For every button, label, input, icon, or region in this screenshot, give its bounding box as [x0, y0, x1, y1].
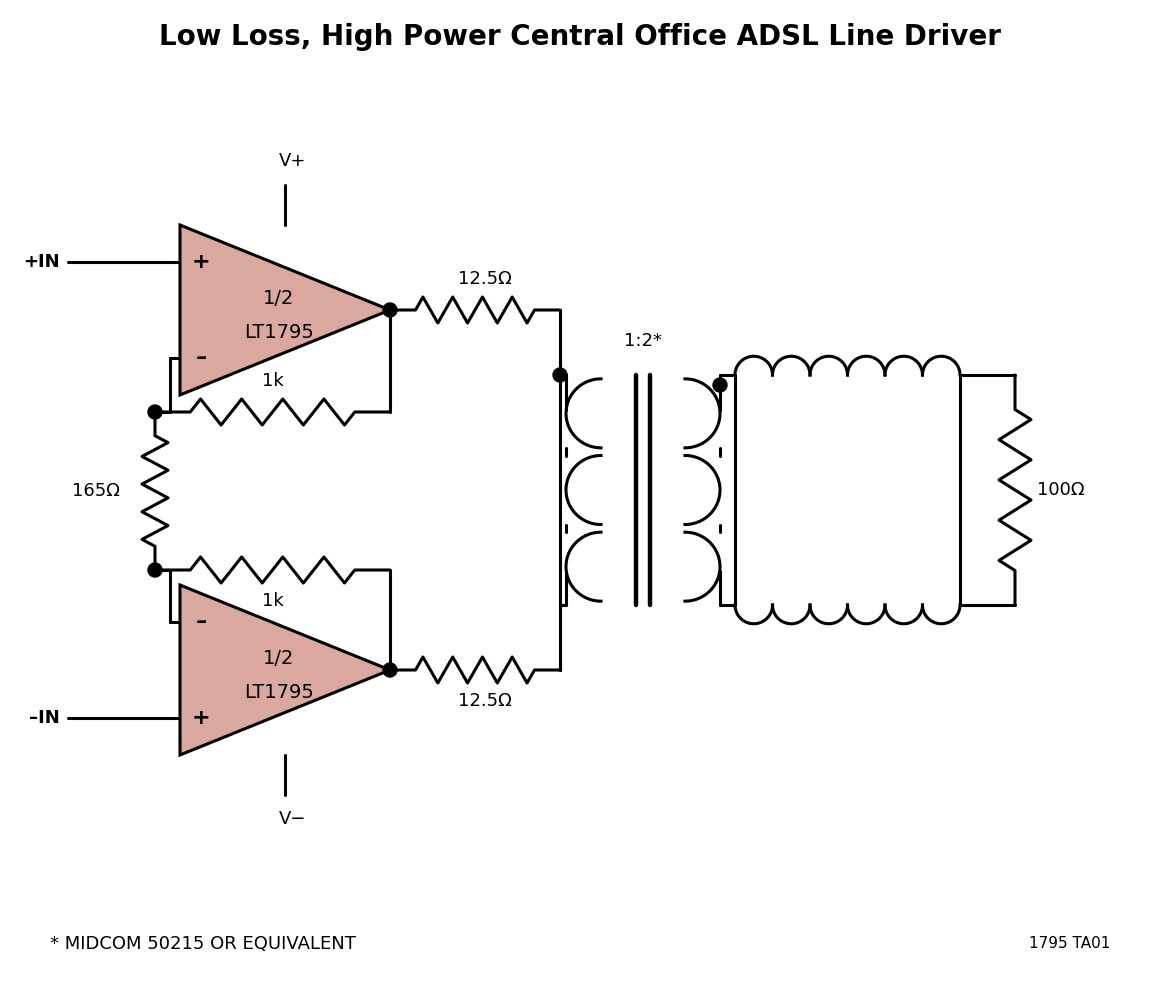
Text: 100Ω: 100Ω: [1037, 481, 1085, 499]
Text: V+: V+: [280, 152, 306, 170]
Text: 1k: 1k: [262, 592, 283, 610]
Circle shape: [383, 663, 397, 677]
Text: +: +: [191, 252, 210, 272]
Text: 12.5Ω: 12.5Ω: [458, 692, 512, 710]
Text: * MIDCOM 50215 OR EQUIVALENT: * MIDCOM 50215 OR EQUIVALENT: [50, 935, 356, 953]
Text: –IN: –IN: [29, 709, 60, 727]
Text: +IN: +IN: [23, 253, 60, 271]
Polygon shape: [180, 225, 390, 395]
Text: +: +: [191, 708, 210, 728]
Text: 1795 TA01: 1795 TA01: [1029, 937, 1110, 952]
Circle shape: [713, 378, 727, 392]
Circle shape: [148, 563, 162, 577]
Circle shape: [553, 368, 567, 382]
Text: 1/2: 1/2: [263, 648, 295, 668]
Circle shape: [383, 303, 397, 317]
Text: LT1795: LT1795: [244, 682, 313, 701]
Text: –: –: [195, 613, 206, 632]
Text: 1/2: 1/2: [263, 289, 295, 307]
Circle shape: [148, 405, 162, 419]
Polygon shape: [180, 585, 390, 755]
Text: 165Ω: 165Ω: [72, 482, 119, 500]
Text: –: –: [195, 348, 206, 367]
Text: 1:2*: 1:2*: [624, 332, 662, 350]
Text: V−: V−: [280, 810, 306, 828]
Text: LT1795: LT1795: [244, 323, 313, 342]
Text: Low Loss, High Power Central Office ADSL Line Driver: Low Loss, High Power Central Office ADSL…: [159, 23, 1001, 51]
Text: 1k: 1k: [262, 372, 283, 390]
Text: 12.5Ω: 12.5Ω: [458, 270, 512, 288]
